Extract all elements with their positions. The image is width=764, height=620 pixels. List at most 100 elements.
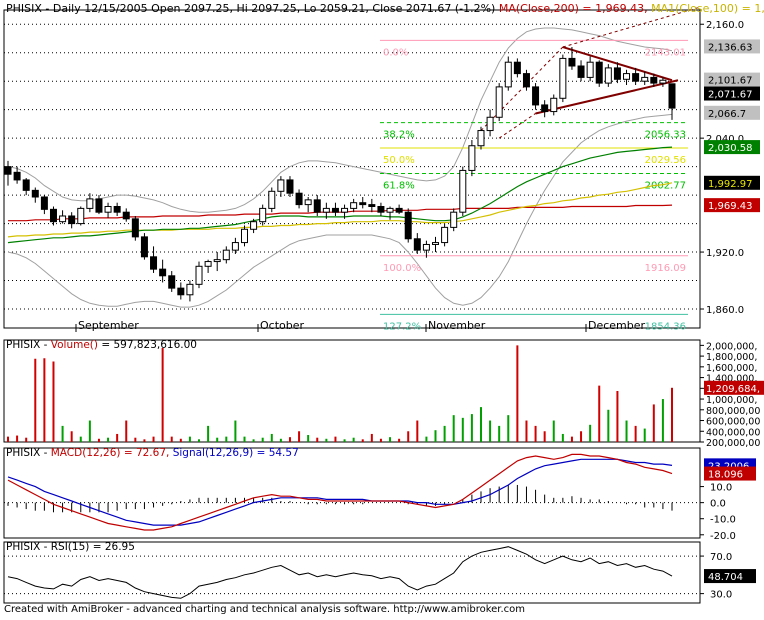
candle-body bbox=[68, 215, 76, 225]
candle-body bbox=[31, 189, 39, 198]
price-badge-bg bbox=[704, 198, 760, 213]
channel-dashed-line bbox=[480, 46, 564, 131]
volume-tick-label: 1,600,000, bbox=[706, 363, 757, 374]
price-badge-bg bbox=[704, 72, 760, 87]
macd-title-part: Signal(12,26,9) = 54.57 bbox=[173, 447, 299, 459]
candle-body bbox=[541, 104, 549, 113]
candle-body bbox=[4, 166, 12, 175]
volume-tick-label: 1,000,000, bbox=[706, 395, 757, 406]
candle-body bbox=[13, 171, 21, 181]
macd-title-part: MACD(12,26) = 72.67, bbox=[51, 447, 170, 459]
month-label: September bbox=[78, 319, 139, 332]
volume-title-part: Volume() bbox=[51, 339, 98, 351]
header-ma: MA(Close,200) = 1,969.43, bbox=[495, 2, 647, 15]
header-prefix: PHISIX - Daily 12/15/2005 Open 2097.25, … bbox=[6, 2, 495, 15]
rsi-tick-label: 30.0 bbox=[710, 590, 732, 601]
rsi-badge-bg bbox=[704, 569, 756, 584]
candle-body bbox=[322, 207, 330, 213]
candle-body bbox=[613, 67, 621, 80]
rsi-tick-label: 70.0 bbox=[710, 552, 732, 563]
price-badge-bg bbox=[704, 105, 760, 120]
fib-pct-label: 50.0% bbox=[383, 155, 415, 166]
candle-body bbox=[331, 207, 339, 213]
candle-body bbox=[559, 57, 567, 99]
price-tick-label: 1,920.0 bbox=[706, 248, 744, 259]
candle-body bbox=[432, 242, 440, 245]
candle-body bbox=[186, 283, 194, 296]
candle-body bbox=[259, 207, 267, 223]
candle-body bbox=[450, 211, 458, 228]
candle-body bbox=[368, 204, 376, 207]
candle-body bbox=[49, 208, 57, 223]
candle-body bbox=[77, 207, 85, 225]
candle-body bbox=[486, 116, 494, 132]
macd-tick-label: 0.0 bbox=[710, 499, 726, 510]
candle-body bbox=[131, 218, 139, 238]
candle-body bbox=[250, 221, 258, 230]
candle-body bbox=[313, 199, 321, 213]
candle-body bbox=[59, 215, 67, 223]
volume-badge-bg bbox=[704, 380, 764, 395]
price-panel-frame bbox=[3, 9, 701, 329]
candle-body bbox=[441, 226, 449, 244]
volume-title: PHISIX - Volume() = 597,823,616.00 bbox=[6, 339, 197, 351]
candle-body bbox=[659, 79, 667, 84]
price-badge: 2,066.7 bbox=[708, 109, 746, 120]
volume-tick-label: 400,000,00 bbox=[706, 427, 760, 438]
volume-title-part: = 597,823,616.00 bbox=[98, 339, 197, 351]
fib-value-label: 2056.33 bbox=[645, 130, 686, 141]
candle-body bbox=[341, 207, 349, 213]
macd-signal-line bbox=[7, 458, 673, 526]
candle-body bbox=[504, 61, 512, 88]
candle-body bbox=[22, 179, 30, 191]
candle-body bbox=[177, 287, 185, 296]
candle-body bbox=[422, 243, 430, 251]
candle-body bbox=[286, 179, 294, 194]
candle-body bbox=[113, 205, 121, 213]
ma100-line bbox=[7, 182, 673, 238]
rsi-line bbox=[7, 546, 673, 599]
candle-body bbox=[268, 190, 276, 209]
candle-body bbox=[168, 275, 176, 289]
price-badge: 1,969.43 bbox=[708, 201, 753, 212]
price-tick-label: 2,160.0 bbox=[706, 20, 744, 31]
candle-body bbox=[577, 65, 585, 78]
volume-panel-frame bbox=[3, 339, 701, 443]
ma200-line bbox=[8, 204, 673, 222]
candle-body bbox=[40, 196, 48, 210]
channel-dashed-lower bbox=[498, 113, 536, 139]
candle-body bbox=[86, 198, 94, 209]
month-label: October bbox=[260, 319, 304, 332]
candle-body bbox=[104, 205, 112, 213]
price-badge-bg bbox=[704, 175, 760, 190]
fib-value-label: 2002.77 bbox=[645, 180, 686, 191]
bollinger-lower-line bbox=[7, 113, 673, 308]
candle-body bbox=[522, 73, 530, 88]
candle-body bbox=[532, 86, 540, 106]
bollinger-upper-line bbox=[7, 27, 673, 213]
candle-body bbox=[650, 76, 658, 84]
price-badge: 2,030.58 bbox=[708, 143, 753, 154]
macd-tick-label: 10.0 bbox=[710, 483, 732, 494]
candle-body bbox=[604, 67, 612, 84]
candle-body bbox=[195, 265, 203, 285]
credit-line: Created with AmiBroker - advanced charti… bbox=[4, 604, 526, 615]
volume-title-part: PHISIX - bbox=[6, 339, 51, 351]
candle-body bbox=[350, 202, 358, 209]
volume-tick-label: 2,000,000, bbox=[706, 341, 757, 352]
volume-tick-label: 1,800,000, bbox=[706, 352, 757, 363]
macd-tick-label: -10.0 bbox=[710, 515, 736, 526]
candle-body bbox=[395, 207, 403, 213]
candle-body bbox=[632, 73, 640, 82]
candle-body bbox=[140, 236, 148, 258]
candle-body bbox=[386, 207, 394, 213]
price-tick-label: 2,040.0 bbox=[706, 134, 744, 145]
candle-body bbox=[595, 61, 603, 84]
price-badge: 2,101.67 bbox=[708, 76, 753, 87]
fib-value-label: 2029.56 bbox=[645, 155, 686, 166]
fib-pct-label: 38.2% bbox=[383, 130, 415, 141]
candle-body bbox=[623, 73, 631, 80]
candle-body bbox=[122, 211, 130, 220]
price-tick-label: 1,860.0 bbox=[706, 305, 744, 316]
